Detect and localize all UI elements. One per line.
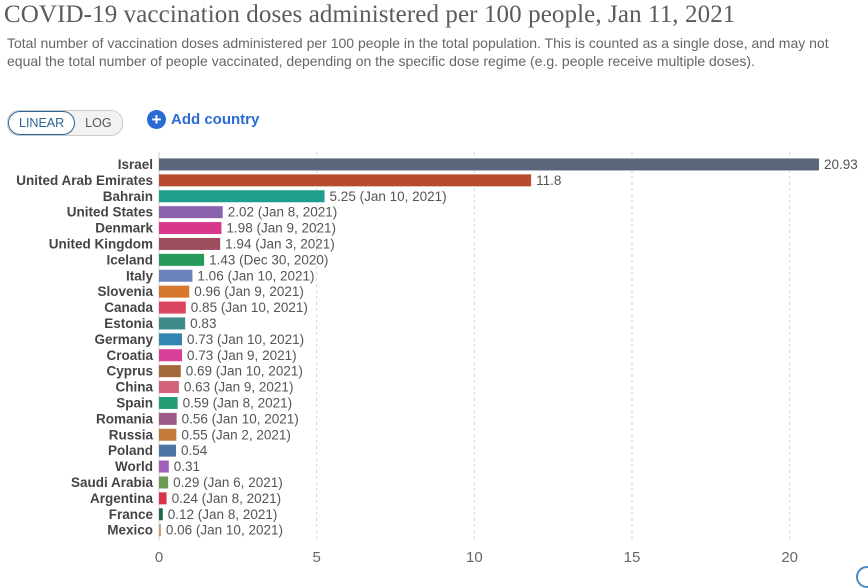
add-country-label: Add country: [171, 111, 260, 128]
value-label: 1.43 (Dec 30, 2020): [209, 252, 328, 267]
country-label[interactable]: Romania: [96, 411, 154, 426]
bar[interactable]: [159, 269, 193, 282]
country-label[interactable]: Slovenia: [97, 284, 153, 299]
country-label[interactable]: France: [109, 507, 154, 522]
country-label[interactable]: China: [115, 380, 153, 395]
value-label: 0.83: [190, 316, 216, 331]
value-label: 0.63 (Jan 9, 2021): [184, 380, 294, 395]
country-label[interactable]: Saudi Arabia: [71, 475, 154, 490]
value-label: 0.69 (Jan 10, 2021): [186, 364, 303, 379]
bar[interactable]: [159, 174, 532, 187]
bar[interactable]: [159, 508, 163, 521]
value-label: 1.06 (Jan 10, 2021): [197, 268, 314, 283]
bar[interactable]: [159, 333, 183, 346]
log-scale-button[interactable]: LOG: [85, 116, 112, 130]
value-label: 1.98 (Jan 9, 2021): [226, 221, 336, 236]
bar[interactable]: [159, 301, 186, 314]
bar[interactable]: [159, 476, 169, 489]
value-label: 0.06 (Jan 10, 2021): [166, 523, 283, 538]
country-label[interactable]: Mexico: [107, 523, 153, 538]
value-label: 0.54: [181, 443, 208, 458]
value-label: 0.59 (Jan 8, 2021): [183, 395, 293, 410]
value-label: 11.8: [536, 173, 561, 188]
country-label[interactable]: Croatia: [106, 348, 153, 363]
value-label: 0.56 (Jan 10, 2021): [182, 411, 299, 426]
country-label[interactable]: United States: [67, 205, 153, 220]
bar[interactable]: [159, 317, 186, 330]
bar[interactable]: [159, 285, 190, 298]
linear-scale-button[interactable]: LINEAR: [8, 111, 76, 135]
value-label: 0.85 (Jan 10, 2021): [191, 300, 308, 315]
country-label[interactable]: United Arab Emirates: [16, 173, 153, 188]
bar[interactable]: [159, 365, 181, 378]
bar[interactable]: [159, 253, 205, 266]
chart-title: COVID-19 vaccination doses administered …: [4, 1, 736, 28]
country-label[interactable]: Israel: [118, 157, 153, 172]
country-label[interactable]: Germany: [94, 332, 153, 347]
value-label: 0.31: [174, 459, 200, 474]
plus-circle-icon: +: [147, 110, 166, 129]
value-label: 0.96 (Jan 9, 2021): [194, 284, 304, 299]
value-label: 0.73 (Jan 10, 2021): [187, 332, 304, 347]
bar[interactable]: [159, 524, 161, 537]
bar[interactable]: [159, 349, 183, 362]
value-label: 0.55 (Jan 2, 2021): [181, 427, 291, 442]
bar[interactable]: [159, 206, 223, 219]
bar[interactable]: [159, 444, 177, 457]
bar[interactable]: [159, 492, 167, 505]
country-label[interactable]: World: [115, 459, 153, 474]
country-label[interactable]: Spain: [116, 395, 153, 410]
country-label[interactable]: Italy: [126, 268, 154, 283]
chart-subtitle: Total number of vaccination doses admini…: [7, 35, 829, 69]
value-label: 0.12 (Jan 8, 2021): [168, 507, 278, 522]
country-label[interactable]: Cyprus: [106, 364, 153, 379]
add-country-button[interactable]: + Add country: [147, 110, 259, 129]
x-tick-label: 0: [155, 549, 163, 566]
value-label: 5.25 (Jan 10, 2021): [330, 189, 447, 204]
country-label[interactable]: Canada: [104, 300, 153, 315]
country-label[interactable]: Estonia: [104, 316, 153, 331]
bar[interactable]: [159, 412, 177, 425]
bar[interactable]: [159, 222, 222, 235]
value-label: 0.73 (Jan 9, 2021): [187, 348, 297, 363]
x-tick-label: 10: [466, 549, 483, 566]
country-label[interactable]: Poland: [108, 443, 153, 458]
bar[interactable]: [159, 381, 179, 394]
bar[interactable]: [159, 460, 169, 473]
country-label[interactable]: United Kingdom: [49, 236, 153, 251]
bar[interactable]: [159, 396, 178, 409]
country-label[interactable]: Bahrain: [103, 189, 153, 204]
x-tick-label: 15: [624, 549, 641, 566]
country-label[interactable]: Argentina: [90, 491, 153, 506]
x-tick-label: 5: [312, 549, 320, 566]
bar[interactable]: [159, 158, 819, 171]
value-label: 0.24 (Jan 8, 2021): [172, 491, 282, 506]
bar[interactable]: [159, 190, 325, 203]
bar[interactable]: [159, 237, 221, 250]
scale-toggle: LINEAR LOG: [7, 110, 123, 136]
x-tick-label: 20: [781, 549, 798, 566]
value-label: 20.93: [824, 157, 858, 172]
country-label[interactable]: Russia: [109, 427, 154, 442]
value-label: 2.02 (Jan 8, 2021): [228, 205, 338, 220]
country-label[interactable]: Denmark: [95, 221, 153, 236]
bar[interactable]: [159, 428, 177, 441]
corner-control-icon[interactable]: [856, 566, 868, 588]
value-label: 1.94 (Jan 3, 2021): [225, 236, 335, 251]
country-label[interactable]: Iceland: [106, 252, 153, 267]
value-label: 0.29 (Jan 6, 2021): [173, 475, 283, 490]
